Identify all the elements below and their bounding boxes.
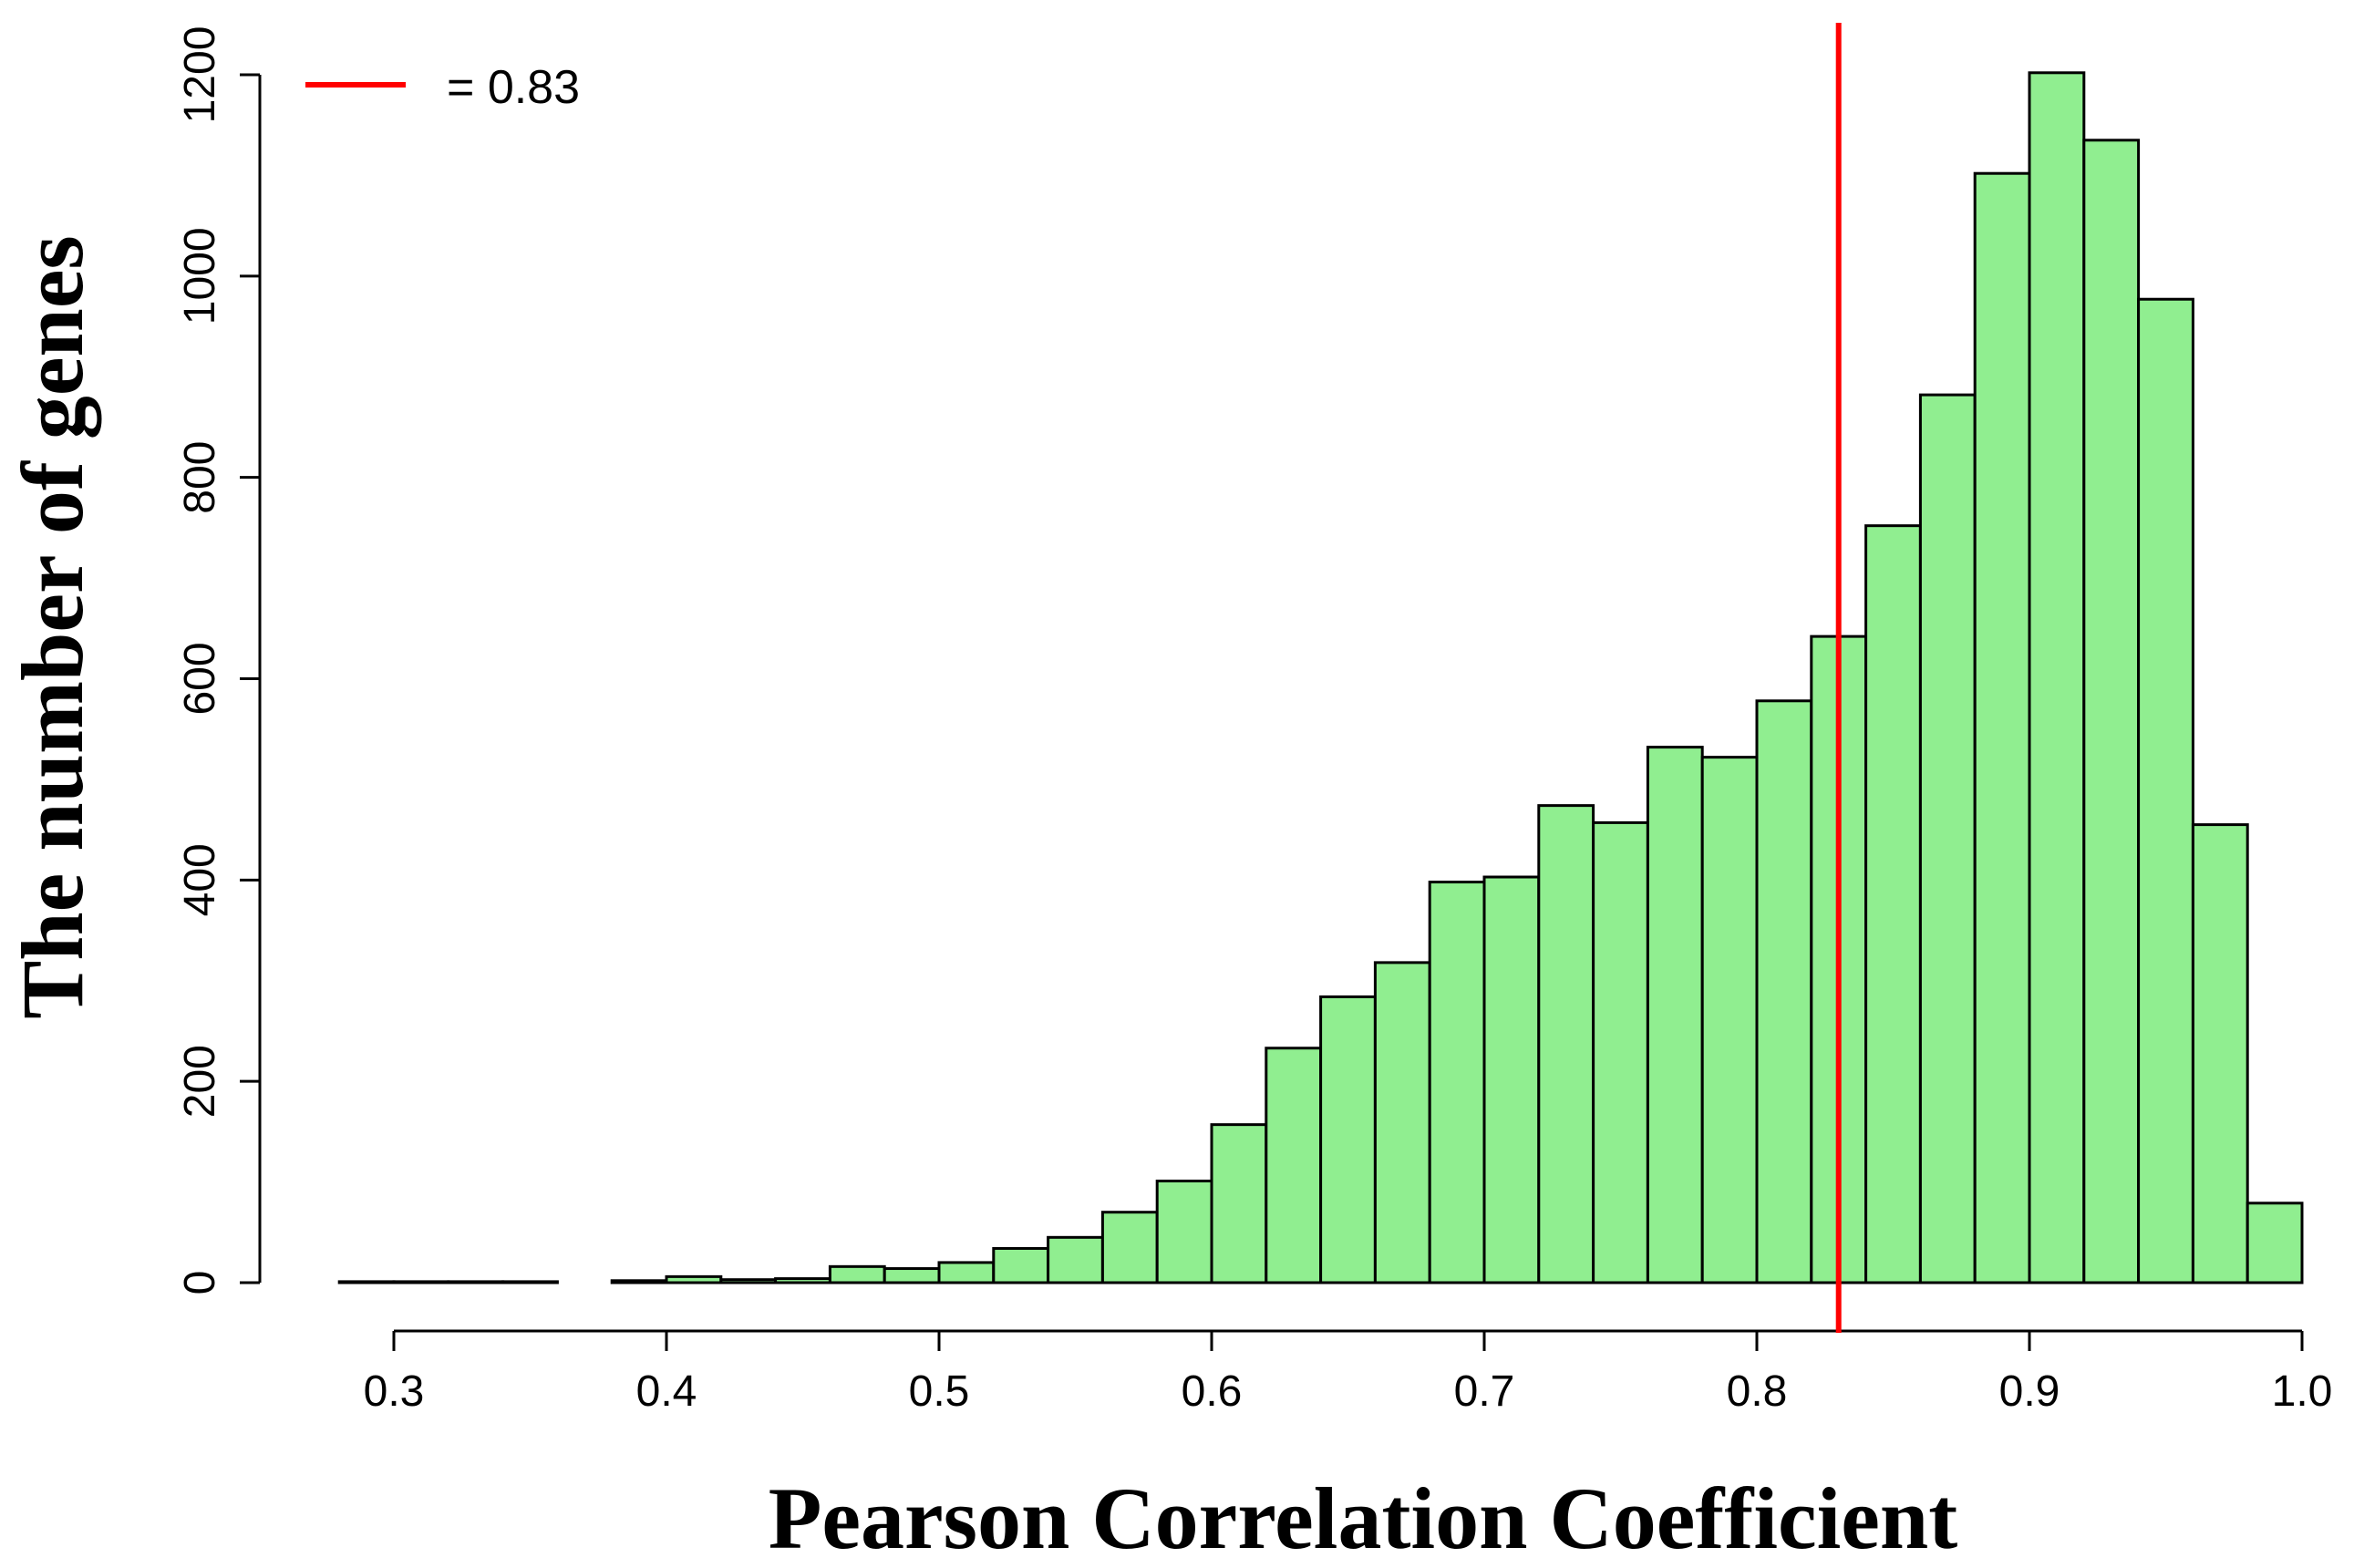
histogram-bar xyxy=(612,1281,666,1283)
histogram-bar xyxy=(2247,1203,2302,1283)
y-axis-title: The number of genes xyxy=(4,235,101,1019)
histogram-bar xyxy=(1920,395,1975,1283)
histogram-bar xyxy=(2029,73,2084,1283)
x-tick-label: 0.5 xyxy=(909,1367,970,1416)
bars-group xyxy=(339,73,2302,1283)
legend: = 0.83 xyxy=(305,61,580,114)
x-tick-label: 1.0 xyxy=(2272,1367,2333,1416)
y-tick-label: 800 xyxy=(176,441,224,514)
histogram-bar xyxy=(721,1280,776,1283)
x-tick-label: 0.4 xyxy=(636,1367,697,1416)
histogram-bar xyxy=(1647,748,1702,1283)
histogram-bar xyxy=(939,1263,994,1283)
histogram-bar xyxy=(1539,806,1594,1283)
histogram-bar xyxy=(2193,825,2247,1283)
histogram-bar xyxy=(994,1248,1048,1283)
histogram-bar xyxy=(503,1282,558,1283)
y-tick-label: 600 xyxy=(176,642,224,715)
histogram-bar xyxy=(666,1276,721,1283)
histogram-bar xyxy=(2084,140,2139,1283)
histogram-bar xyxy=(1484,877,1539,1283)
histogram-bar xyxy=(1757,701,1812,1283)
histogram-bar xyxy=(776,1279,831,1283)
x-axis: 0.3 0.4 0.5 0.6 0.7 0.8 0.9 1.0 xyxy=(364,1331,2333,1416)
histogram-bar xyxy=(1212,1125,1266,1283)
histogram-bar xyxy=(394,1282,449,1283)
x-tick-label: 0.6 xyxy=(1182,1367,1243,1416)
histogram-bar xyxy=(1048,1237,1103,1283)
x-tick-label: 0.8 xyxy=(1727,1367,1788,1416)
histogram-bar xyxy=(884,1269,939,1283)
histogram-bar xyxy=(1594,822,1648,1283)
histogram-bar xyxy=(1266,1048,1321,1283)
histogram-bar xyxy=(1321,996,1376,1283)
histogram-bar xyxy=(1702,758,1757,1283)
histogram-bar xyxy=(1975,173,2029,1283)
histogram-bar xyxy=(449,1282,503,1283)
histogram-bar xyxy=(339,1282,394,1283)
y-tick-label: 0 xyxy=(176,1271,224,1295)
histogram-bar xyxy=(2139,299,2194,1283)
x-axis-title: Pearson Correlation Coefficient xyxy=(769,1470,1958,1567)
y-tick-label: 1000 xyxy=(176,227,224,325)
y-axis: 0 200 400 600 800 1000 1200 xyxy=(176,26,260,1295)
histogram-bar xyxy=(830,1266,884,1283)
x-tick-label: 0.9 xyxy=(1999,1367,2060,1416)
histogram-bar xyxy=(1375,963,1430,1283)
x-tick-label: 0.7 xyxy=(1454,1367,1515,1416)
histogram-bar xyxy=(1430,882,1484,1283)
y-tick-label: 1200 xyxy=(176,26,224,124)
y-tick-label: 400 xyxy=(176,843,224,916)
histogram-bar xyxy=(1866,526,1921,1283)
histogram-bar xyxy=(1157,1181,1212,1283)
x-tick-label: 0.3 xyxy=(364,1367,425,1416)
histogram-bar xyxy=(1102,1212,1157,1283)
legend-label: = 0.83 xyxy=(447,61,580,114)
y-tick-label: 200 xyxy=(176,1045,224,1118)
